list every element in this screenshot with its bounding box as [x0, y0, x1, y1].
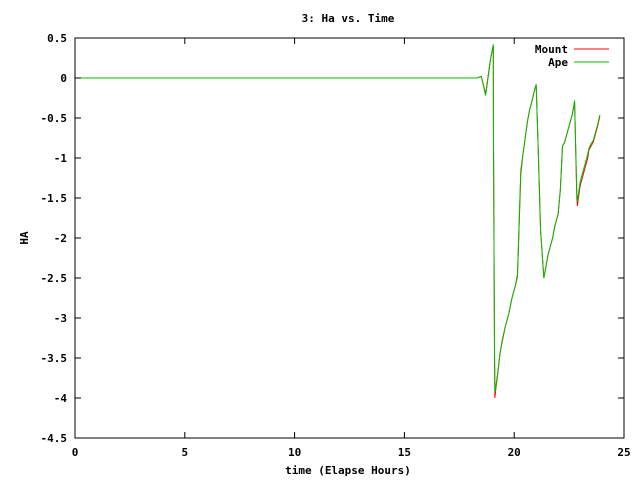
y-axis-label: HA: [18, 231, 31, 245]
y-tick-label: 0.5: [47, 32, 67, 45]
legend-label-ape: Ape: [548, 56, 568, 69]
y-tick-label: -1.5: [41, 192, 68, 205]
x-axis-label: time (Elapse Hours): [285, 464, 411, 477]
x-tick-label: 15: [398, 446, 411, 459]
y-axis: 0.5 0 -0.5 -1 -1.5 -2 -2.5 -3 -3.5 -4 -4.5: [41, 32, 624, 445]
y-tick-label: -1: [54, 152, 68, 165]
y-tick-label: 0: [60, 72, 67, 85]
y-tick-label: -3.5: [41, 352, 68, 365]
x-axis: 0 5 10 15 20 25: [72, 38, 631, 459]
y-tick-label: -3: [54, 312, 67, 325]
y-tick-label: -4: [54, 392, 68, 405]
x-tick-label: 5: [181, 446, 188, 459]
y-tick-label: -2: [54, 232, 67, 245]
chart-title: 3: Ha vs. Time: [302, 12, 395, 25]
x-tick-label: 0: [72, 446, 79, 459]
y-tick-label: -0.5: [41, 112, 68, 125]
plot-area: [75, 44, 601, 399]
y-tick-label: -2.5: [41, 272, 68, 285]
legend-label-mount: Mount: [535, 43, 568, 56]
y-tick-label: -4.5: [41, 432, 68, 445]
x-tick-label: 10: [288, 446, 301, 459]
series-line-ape: [75, 44, 601, 392]
x-tick-label: 25: [617, 446, 630, 459]
x-tick-label: 20: [508, 446, 521, 459]
